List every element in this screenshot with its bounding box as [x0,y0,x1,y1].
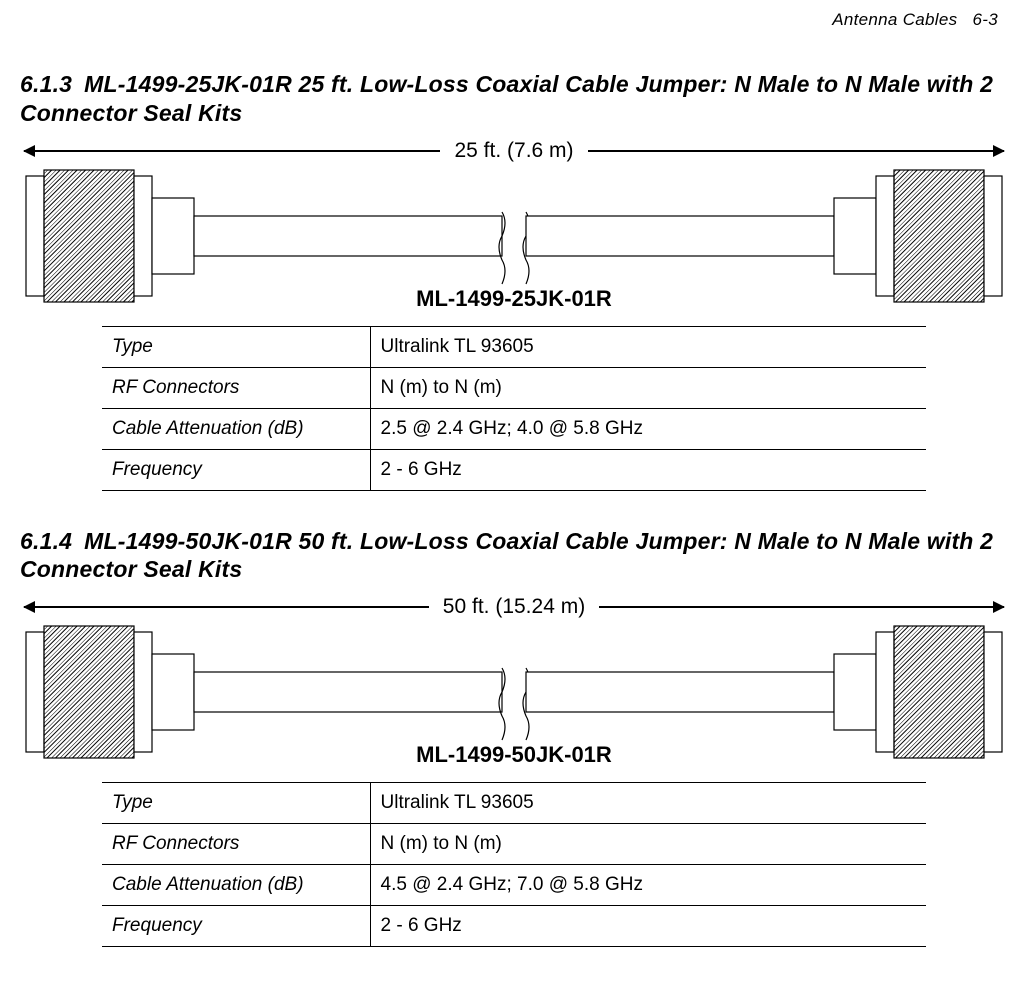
spec-val: 2.5 @ 2.4 GHz; 4.0 @ 5.8 GHz [370,408,926,449]
dimension-row: 25 ft. (7.6 m) [24,140,1004,162]
dim-arrow-left-icon [24,150,440,152]
spec-key: Frequency [102,449,370,490]
spec-key: RF Connectors [102,367,370,408]
spec-table-25ft: TypeUltralink TL 93605 RF ConnectorsN (m… [102,326,926,491]
spec-key: Frequency [102,906,370,947]
breadcrumb-text: Antenna Cables [832,10,957,29]
table-row: RF ConnectorsN (m) to N (m) [102,367,926,408]
spec-key: Type [102,783,370,824]
cable-diagram-25ft: 25 ft. (7.6 m) [24,140,1004,318]
section-number: 6.1.3 [20,71,72,97]
table-row: Cable Attenuation (dB)2.5 @ 2.4 GHz; 4.0… [102,408,926,449]
spec-table-50ft: TypeUltralink TL 93605 RF ConnectorsN (m… [102,782,926,947]
cable-drawing-icon [24,624,1004,774]
table-row: TypeUltralink TL 93605 [102,326,926,367]
dim-arrow-right-icon [588,150,1004,152]
spec-val: 2 - 6 GHz [370,449,926,490]
spec-val: Ultralink TL 93605 [370,783,926,824]
dimension-label: 50 ft. (15.24 m) [429,595,599,619]
spec-val: 2 - 6 GHz [370,906,926,947]
spec-key: RF Connectors [102,824,370,865]
spec-val: 4.5 @ 2.4 GHz; 7.0 @ 5.8 GHz [370,865,926,906]
table-row: Frequency2 - 6 GHz [102,449,926,490]
cable-drawing-icon [24,168,1004,318]
dim-arrow-left-icon [24,606,429,608]
page-header: Antenna Cables 6-3 [20,10,1008,30]
section-heading-614: 6.1.4ML-1499-50JK-01R 50 ft. Low-Loss Co… [20,527,1008,585]
table-row: TypeUltralink TL 93605 [102,783,926,824]
spec-val: N (m) to N (m) [370,367,926,408]
spec-val: N (m) to N (m) [370,824,926,865]
section-number: 6.1.4 [20,528,72,554]
section-title-text: ML-1499-50JK-01R 50 ft. Low-Loss Coaxial… [20,528,993,583]
dimension-row: 50 ft. (15.24 m) [24,596,1004,618]
page: Antenna Cables 6-3 6.1.3ML-1499-25JK-01R… [0,0,1028,1003]
table-row: RF ConnectorsN (m) to N (m) [102,824,926,865]
table-row: Cable Attenuation (dB)4.5 @ 2.4 GHz; 7.0… [102,865,926,906]
spec-key: Type [102,326,370,367]
cable-diagram-50ft: 50 ft. (15.24 m) [24,596,1004,774]
table-row: Frequency2 - 6 GHz [102,906,926,947]
dimension-label: 25 ft. (7.6 m) [440,139,587,163]
spec-key: Cable Attenuation (dB) [102,408,370,449]
section-title-text: ML-1499-25JK-01R 25 ft. Low-Loss Coaxial… [20,71,993,126]
section-heading-613: 6.1.3ML-1499-25JK-01R 25 ft. Low-Loss Co… [20,70,1008,128]
page-number: 6-3 [973,10,998,29]
spec-key: Cable Attenuation (dB) [102,865,370,906]
spec-val: Ultralink TL 93605 [370,326,926,367]
dim-arrow-right-icon [599,606,1004,608]
